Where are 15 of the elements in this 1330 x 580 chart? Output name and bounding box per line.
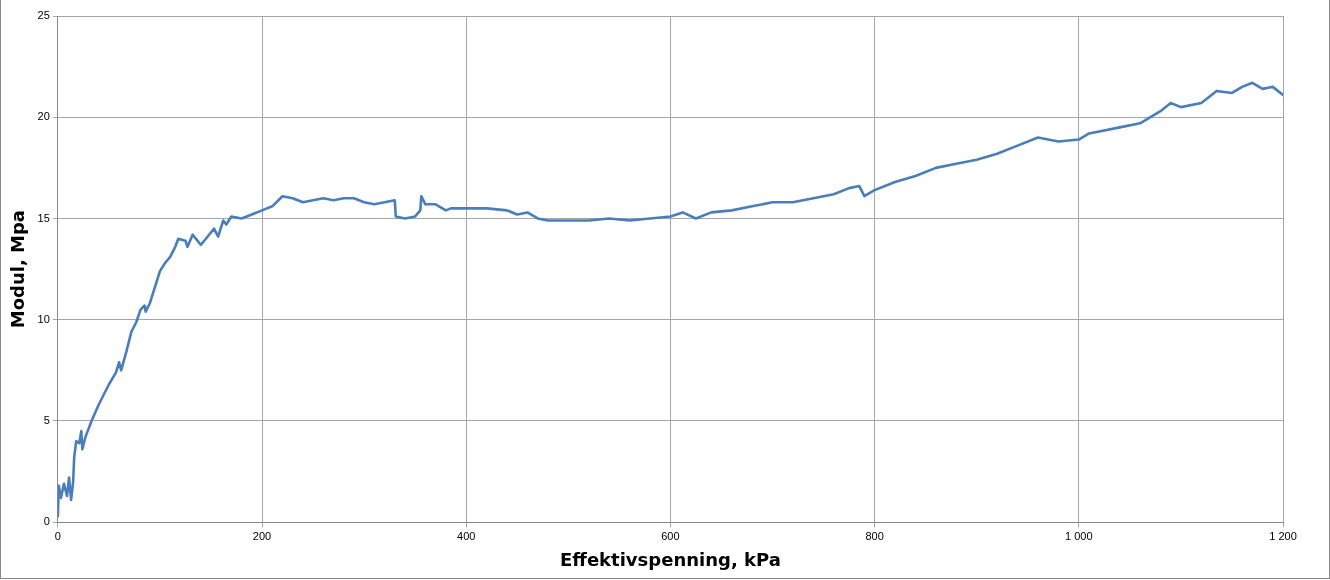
x-tick-label: 1 000	[1065, 529, 1093, 542]
y-tick-label: 5	[43, 413, 50, 426]
y-tick-label: 10	[37, 312, 50, 325]
x-tick-label: 0	[54, 529, 61, 542]
y-tick-label: 25	[37, 9, 50, 22]
y-tick-label: 0	[43, 515, 50, 528]
x-tick-label: 400	[457, 529, 476, 542]
x-axis-title: Effektivspenning, kPa	[560, 548, 781, 570]
x-tick-label: 200	[252, 529, 272, 542]
y-tick-label: 15	[37, 211, 50, 224]
y-tick-label: 20	[37, 110, 50, 123]
y-axis-title: Modul, Mpa	[7, 210, 29, 329]
x-tick-label: 800	[865, 529, 884, 542]
x-tick-label: 1 200	[1269, 529, 1297, 542]
x-tick-label: 600	[661, 529, 680, 542]
